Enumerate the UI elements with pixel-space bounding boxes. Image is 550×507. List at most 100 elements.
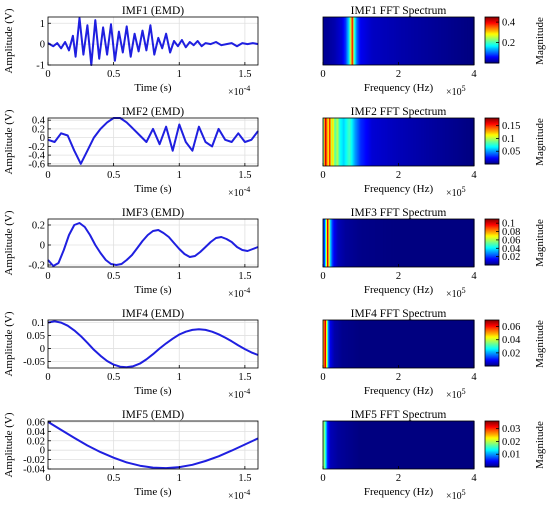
- colorbar-step: [485, 250, 499, 252]
- heatmap-cell: [386, 219, 389, 267]
- colorbar-step: [485, 119, 499, 121]
- heatmap-cell: [331, 320, 333, 368]
- panel-title: IMF2 (EMD): [122, 106, 184, 118]
- heatmap-cell: [383, 320, 386, 368]
- y-tick-label: -0.2: [28, 142, 45, 153]
- heatmap-cell: [360, 320, 362, 368]
- colorbar-step: [485, 141, 499, 143]
- colorbar-step: [485, 252, 499, 254]
- colorbar-step: [485, 40, 499, 42]
- heatmap-cell: [463, 320, 466, 368]
- heatmap-cell: [385, 118, 388, 166]
- heatmap-cell: [467, 219, 470, 267]
- heatmap-cell: [330, 17, 332, 65]
- heatmap-cell: [329, 118, 331, 166]
- heatmap-cell: [465, 421, 468, 469]
- heatmap-cell: [358, 421, 360, 469]
- heatmap-cell: [463, 219, 466, 267]
- heatmap-cell: [426, 320, 429, 368]
- heatmap-cell: [468, 17, 471, 65]
- heatmap-cell: [462, 118, 465, 166]
- heatmap-cell: [338, 219, 340, 267]
- heatmap-cell: [373, 320, 375, 368]
- heatmap-cell: [354, 118, 356, 166]
- heatmap-cell: [347, 421, 349, 469]
- colorbar-step: [485, 453, 499, 455]
- heatmap-cell: [429, 219, 432, 267]
- heatmap-cell: [388, 421, 391, 469]
- heatmap-cell: [364, 320, 366, 368]
- heatmap-cell: [452, 320, 455, 368]
- heatmap-cell: [374, 17, 376, 65]
- colorbar-label: Magnitude: [534, 118, 546, 166]
- heatmap-cell: [395, 219, 398, 267]
- y-tick-label: 0: [40, 133, 45, 144]
- colorbar-step: [485, 23, 499, 26]
- x-multiplier-base: ×10: [228, 289, 244, 300]
- colorbar-step: [485, 29, 499, 32]
- colorbar-frame: [484, 16, 500, 64]
- heatmap-cell: [344, 219, 346, 267]
- colorbar-step: [485, 328, 499, 330]
- colorbar-step: [485, 22, 499, 25]
- heatmap-cell: [353, 17, 355, 65]
- heatmap-cell: [463, 118, 466, 166]
- heatmap-cell: [376, 118, 378, 166]
- heatmap-cell: [326, 320, 328, 368]
- heatmap-cell: [469, 320, 472, 368]
- heatmap-cell: [397, 421, 400, 469]
- heatmap-cell: [373, 421, 375, 469]
- x-tick-label: 1.5: [238, 69, 251, 80]
- heatmap-cell: [381, 118, 383, 166]
- heatmap-cell: [384, 421, 387, 469]
- x-tick-label: 0: [45, 69, 50, 80]
- colorbar-step: [485, 150, 499, 152]
- heatmap-cell: [403, 219, 406, 267]
- heatmap-cell: [377, 118, 379, 166]
- colorbar-step: [485, 434, 499, 437]
- heatmap-cell: [426, 118, 429, 166]
- x-multiplier: ×10-4: [228, 185, 250, 199]
- colorbar-step: [485, 45, 499, 48]
- heatmap-cell: [376, 421, 378, 469]
- panel-title: IMF4 (EMD): [122, 308, 184, 320]
- heatmap-cell: [352, 320, 354, 368]
- heatmap-cell: [437, 118, 440, 166]
- x-tick-label: 1: [177, 170, 182, 181]
- heatmap-cell: [413, 320, 416, 368]
- heatmap-cell: [469, 17, 472, 65]
- colorbar-step: [485, 322, 499, 324]
- heatmap-cell: [326, 219, 328, 267]
- colorbar-step: [485, 134, 499, 136]
- heatmap-cell: [342, 320, 344, 368]
- colorbar-step: [485, 336, 499, 338]
- colorbar-step: [485, 53, 499, 56]
- heatmap-cell: [432, 320, 435, 368]
- heatmap-cell: [401, 17, 404, 65]
- colorbar-step: [485, 355, 499, 358]
- heatmap-cell: [326, 421, 328, 469]
- heatmap-cell: [375, 17, 377, 65]
- heatmap-cell: [391, 17, 394, 65]
- colorbar-step: [485, 38, 499, 41]
- x-multiplier: ×10-4: [228, 84, 250, 98]
- colorbar-step: [485, 231, 499, 234]
- heatmap-cell: [469, 219, 472, 267]
- heatmap-cell: [427, 219, 430, 267]
- heatmap-cell: [360, 219, 362, 267]
- heatmap-cell: [406, 320, 409, 368]
- colorbar-step: [485, 157, 499, 159]
- heatmap-cell: [467, 421, 470, 469]
- heatmap-cell: [419, 219, 422, 267]
- colorbar-step: [485, 149, 499, 151]
- heatmap-cell: [334, 421, 336, 469]
- colorbar-step: [485, 135, 499, 137]
- heatmap-cell: [349, 219, 351, 267]
- heatmap-cell: [367, 17, 369, 65]
- heatmap-cell: [420, 421, 423, 469]
- heatmap-cell: [434, 118, 437, 166]
- x-tick-label: 1.5: [238, 170, 251, 181]
- colorbar-step: [485, 344, 499, 346]
- y-tick-label: 0.02: [27, 436, 45, 447]
